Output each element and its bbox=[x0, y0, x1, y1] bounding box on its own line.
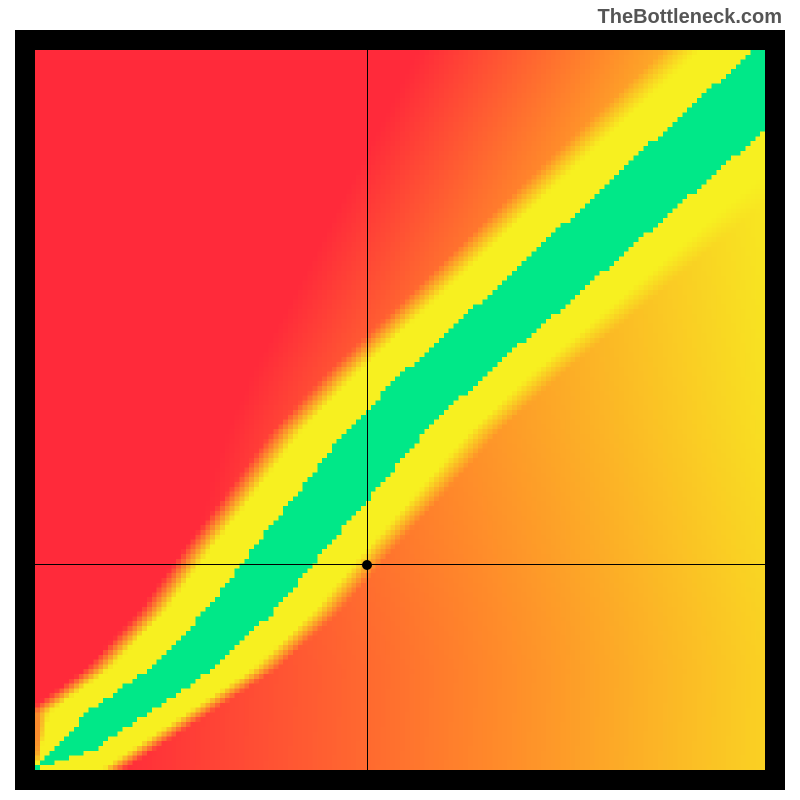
heatmap-canvas bbox=[35, 50, 765, 770]
crosshair-vertical bbox=[367, 50, 368, 770]
crosshair-marker bbox=[362, 560, 372, 570]
watermark-text: TheBottleneck.com bbox=[598, 6, 782, 29]
chart-container: TheBottleneck.com bbox=[0, 0, 800, 800]
crosshair-horizontal bbox=[35, 564, 765, 565]
